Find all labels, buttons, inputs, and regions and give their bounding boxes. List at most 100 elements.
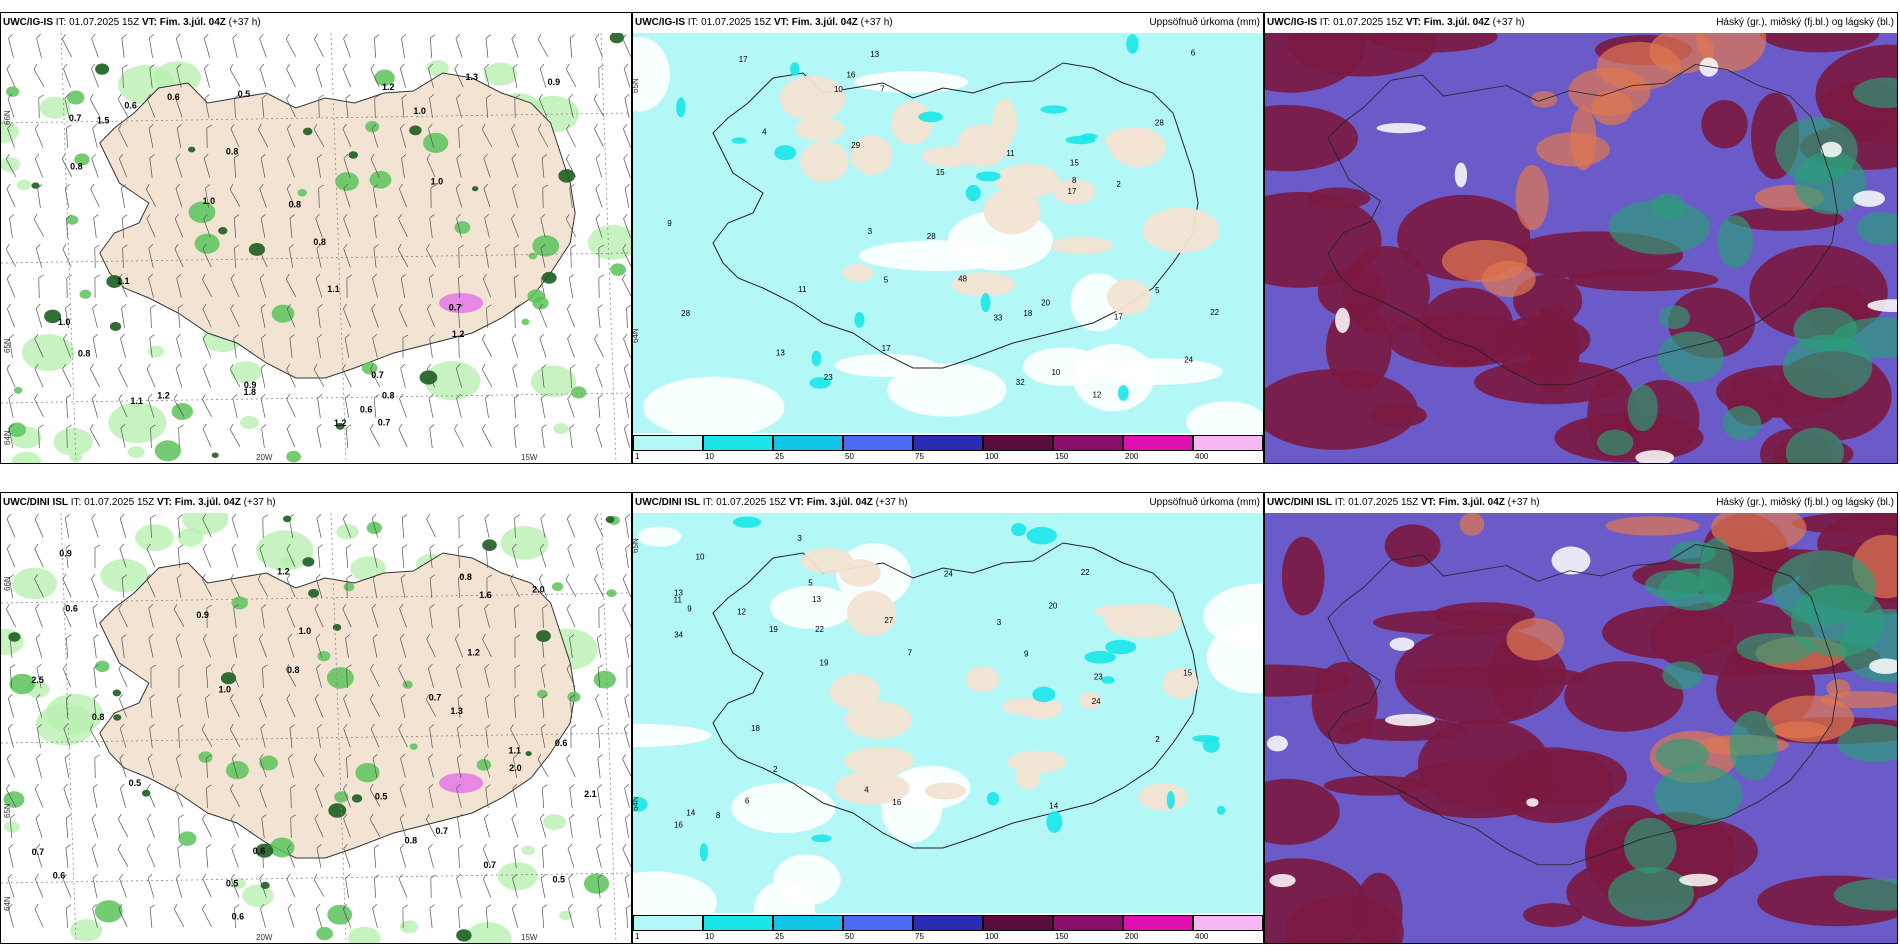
wind-barb [569, 694, 576, 718]
wind-barb-shaft [567, 338, 575, 358]
wind-barb-flag [313, 364, 318, 370]
wind-barb-flag [316, 513, 322, 519]
wind-barb [597, 814, 603, 838]
wind-barb-shaft [313, 129, 325, 147]
wind-barb [625, 634, 631, 658]
wind-barb [455, 183, 463, 208]
wind-barb-flag [290, 784, 296, 789]
low-cloud-area [1281, 536, 1325, 616]
wind-barb-shaft [230, 128, 240, 148]
wind-barb-shaft [64, 758, 70, 778]
wind-barb [286, 873, 296, 898]
wind-barb [286, 393, 296, 418]
wind-barb-shaft [569, 788, 573, 808]
wind-barb-shaft [566, 128, 576, 148]
wind-barb-shaft [513, 248, 517, 268]
wind-barb-shaft [598, 67, 600, 89]
wind-barb-shaft [541, 368, 545, 388]
wind-barb-shaft [259, 638, 267, 658]
wind-barb [147, 753, 155, 778]
wind-barb-flag [597, 394, 603, 399]
wind-barb-flag [146, 543, 151, 550]
wind-barb [482, 423, 492, 448]
wind-barb [595, 153, 603, 178]
wind-barb-flag [482, 843, 487, 849]
wind-barb [622, 243, 631, 268]
high-cloud-area [1623, 817, 1677, 874]
wind-barb-shaft [202, 548, 212, 568]
wind-barb-shaft [230, 878, 240, 898]
wind-barb-flag [485, 394, 491, 399]
wind-barb-flag [343, 813, 348, 819]
wind-barb-shaft [401, 548, 405, 568]
wind-barb-flag [91, 153, 96, 159]
high-cloud-area [1662, 661, 1703, 690]
wind-barb [512, 63, 518, 88]
wind-barb [458, 124, 464, 149]
wind-barb-shaft [34, 338, 44, 358]
wind-barb [540, 394, 546, 418]
wind-barb [344, 394, 350, 418]
wind-barb-flag [342, 603, 347, 610]
wind-map: 0.60.60.80.91.00.52.51.21.10.70.50.80.91… [1, 513, 631, 943]
wind-barb-shaft [62, 248, 72, 268]
wind-barb-flag [202, 303, 207, 310]
precip-area [965, 184, 981, 202]
wind-barb-shaft [566, 308, 576, 328]
wind-barb-shaft [315, 638, 323, 658]
wind-barb-shaft [428, 398, 434, 418]
wind-barb-shaft [231, 848, 239, 868]
wind-barb [64, 184, 70, 208]
graticule-line [1, 392, 631, 404]
wind-barb [202, 393, 212, 418]
wind-barb-shaft [481, 129, 493, 147]
wind-speed-area [308, 588, 320, 598]
wind-barb [174, 243, 184, 268]
wind-value-label: 0.5 [552, 874, 565, 884]
precip-value-label: 5 [1155, 286, 1160, 295]
wind-barb [373, 874, 380, 898]
precip-value-label: 4 [864, 785, 869, 794]
wind-barb-shaft [204, 98, 210, 118]
wind-barb [482, 843, 492, 868]
wind-barb [623, 363, 631, 388]
wind-barb-shaft [288, 758, 294, 778]
wind-barb-shaft [234, 247, 236, 269]
wind-barb-flag [457, 604, 463, 609]
wind-speed-area [171, 402, 193, 421]
precip-area [1105, 639, 1137, 655]
wind-barb-flag [148, 633, 154, 639]
wind-barb [485, 784, 491, 808]
wind-barb-flag [175, 153, 181, 159]
wind-barb [594, 573, 604, 598]
wind-barb-flag [541, 694, 548, 699]
wind-barb-shaft [484, 818, 490, 838]
wind-barb [622, 273, 631, 298]
wind-barb [230, 303, 240, 328]
wind-barb [456, 873, 462, 898]
wind-barb [456, 93, 462, 118]
wind-barb [6, 183, 16, 208]
wind-barb [457, 604, 463, 628]
wind-barb-shaft [175, 878, 183, 898]
wind-barb-shaft [33, 219, 45, 237]
wind-barb-flag [64, 514, 70, 519]
wind-barb-shaft [429, 428, 433, 448]
wind-barb [260, 364, 266, 388]
wind-barb-flag [513, 424, 519, 429]
wind-barb-flag [625, 814, 631, 819]
wind-barb-shaft [485, 248, 489, 268]
wind-barb [566, 513, 576, 538]
wind-barb-shaft [343, 848, 351, 868]
wind-barb [148, 243, 154, 268]
wind-barb-shaft [149, 698, 153, 718]
wind-barb [202, 633, 212, 658]
wind-barb-shaft [429, 908, 433, 928]
wind-barb [344, 334, 350, 358]
wind-barb-shaft [625, 638, 629, 658]
wind-barb [287, 843, 295, 868]
wind-barb-shaft [426, 818, 436, 838]
wind-barb [288, 244, 294, 268]
wind-barb-flag [539, 813, 545, 819]
wind-barb [569, 784, 575, 808]
